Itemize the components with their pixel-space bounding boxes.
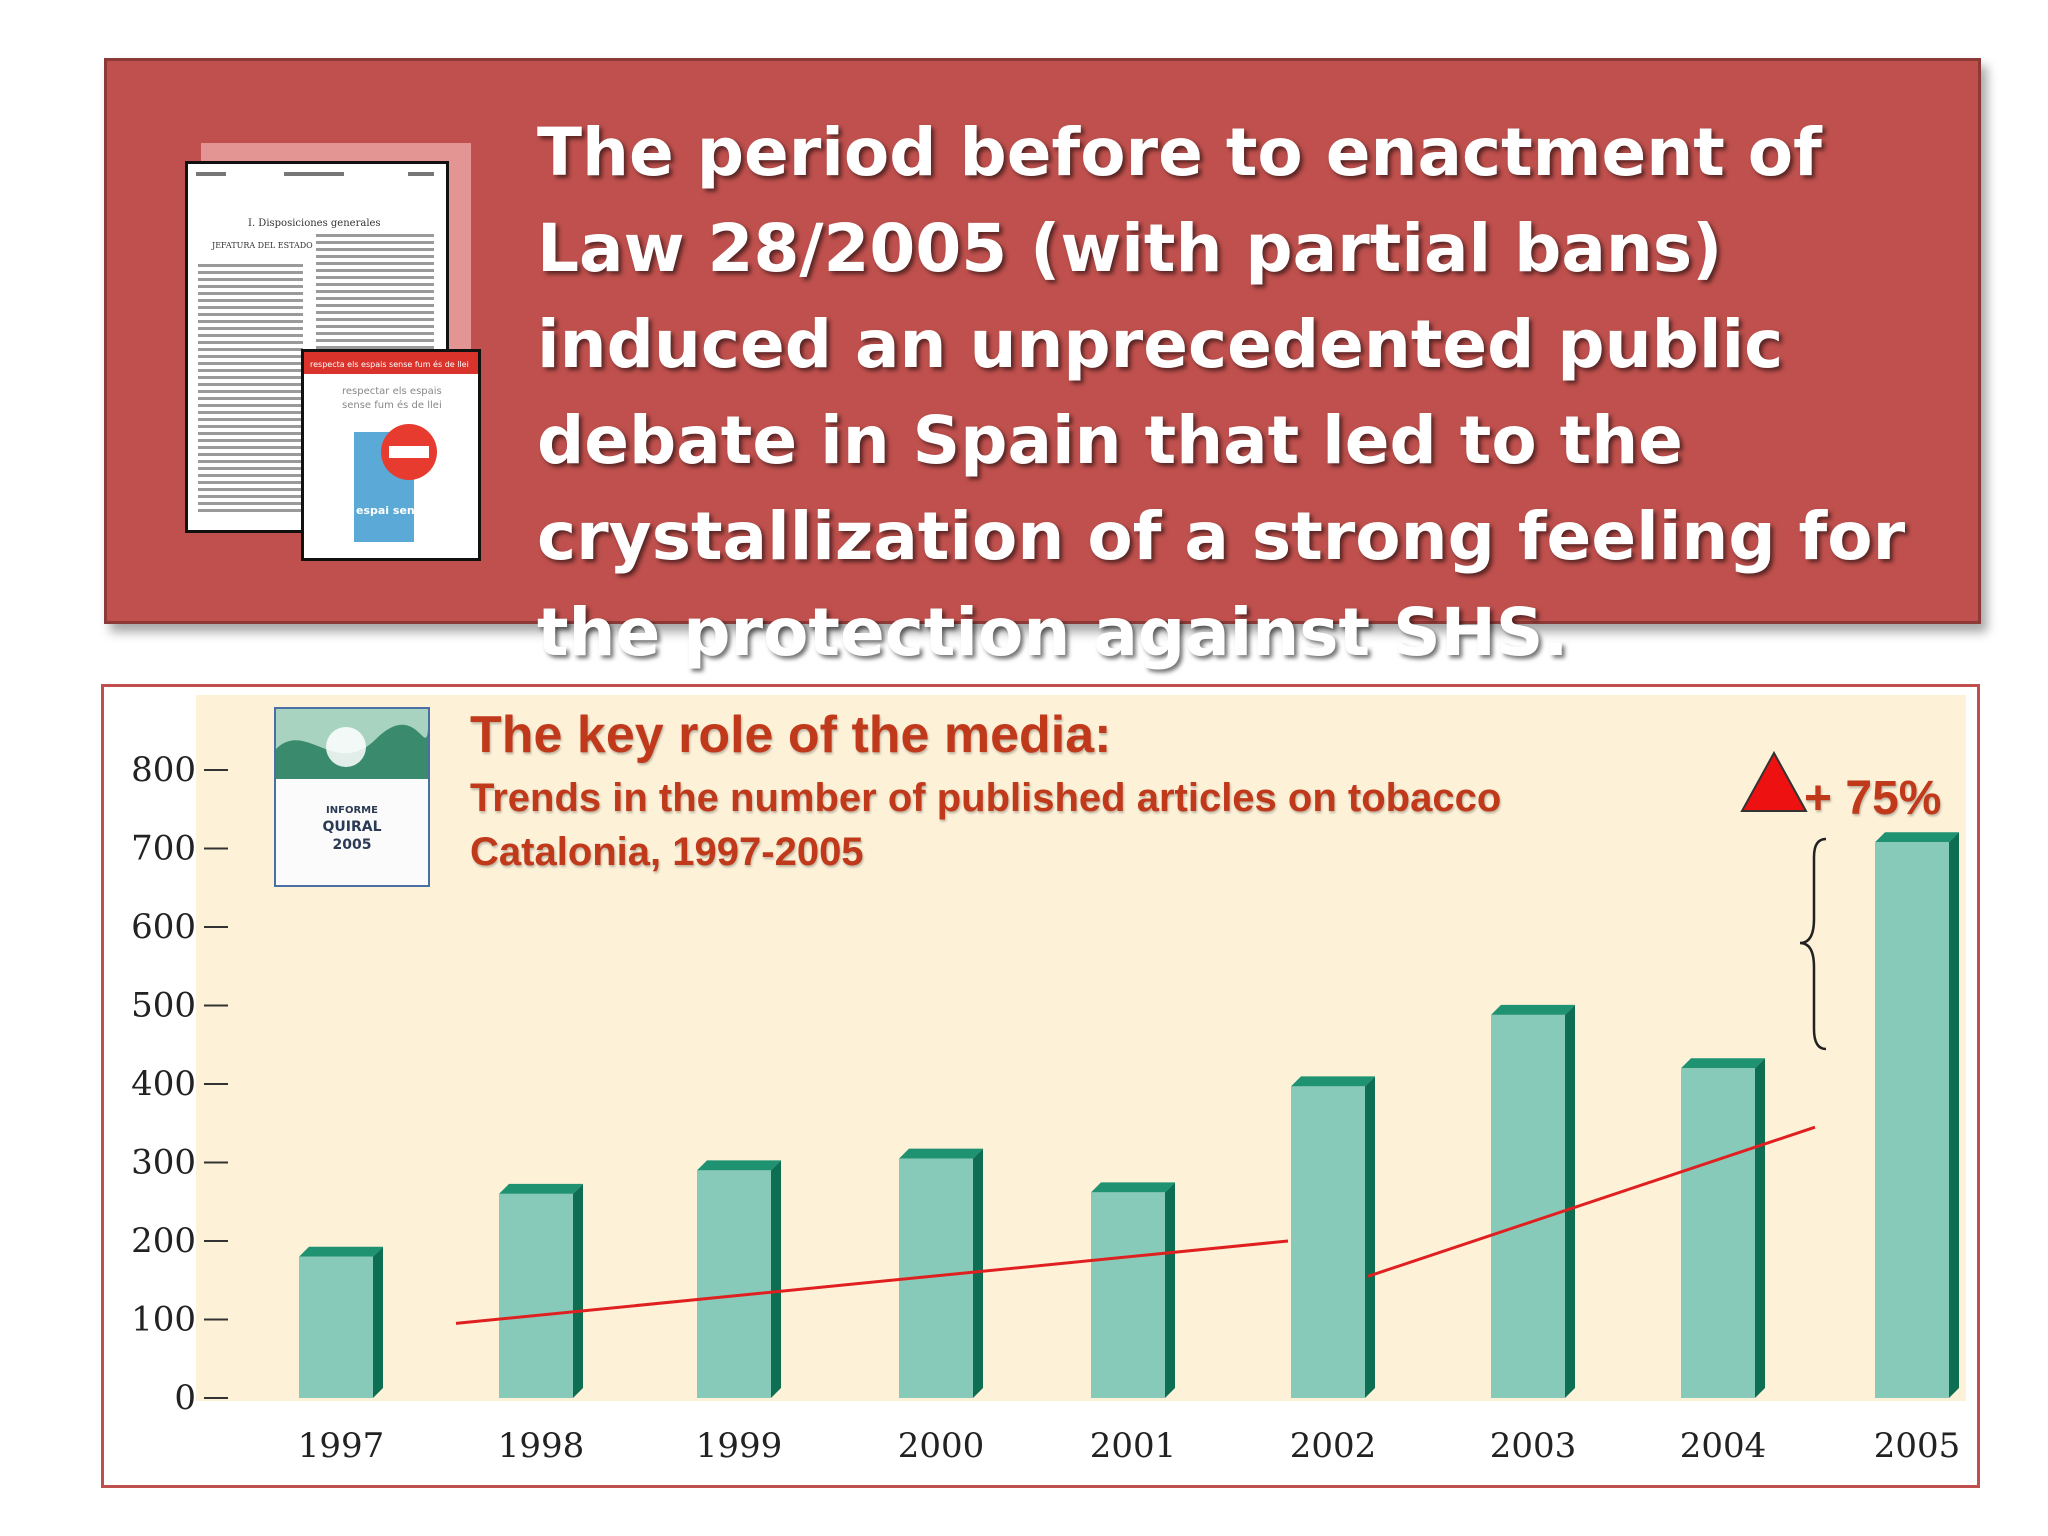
bar-top xyxy=(1091,1182,1175,1193)
x-tick-label: 2004 xyxy=(1680,1426,1767,1466)
x-tick-label: 2002 xyxy=(1290,1426,1377,1466)
cover-line-3: 2005 xyxy=(333,837,372,853)
bar-top xyxy=(499,1183,583,1194)
y-tick-label: 0 xyxy=(174,1378,196,1418)
cover-line-1: INFORME xyxy=(326,805,378,816)
flyer-brand: espai sense fum xyxy=(356,504,457,517)
x-tick-label: 2005 xyxy=(1874,1426,1961,1466)
informe-quiral-cover: INFORME QUIRAL 2005 xyxy=(274,707,430,887)
bar-side xyxy=(373,1246,383,1398)
bar-side xyxy=(771,1160,781,1398)
x-tick-label: 1997 xyxy=(298,1426,385,1466)
bar xyxy=(1291,1086,1365,1398)
y-tick-label: 200 xyxy=(131,1221,196,1261)
plot-background xyxy=(196,695,1966,1401)
bar-side xyxy=(1565,1004,1575,1398)
trend-line xyxy=(1367,1125,1816,1278)
x-tick-label: 2001 xyxy=(1090,1426,1177,1466)
x-tick-label: 2003 xyxy=(1490,1426,1577,1466)
chart-title: The key role of the media: xyxy=(470,706,1112,764)
bar xyxy=(697,1170,771,1398)
bar-top xyxy=(299,1246,383,1257)
bar-side xyxy=(1165,1182,1175,1398)
flyer-line-1: respectar els espais xyxy=(342,386,442,397)
increase-label: + 75% xyxy=(1804,772,1942,825)
increase-triangle-icon xyxy=(1740,750,1808,812)
intro-banner: I. Disposiciones generales JEFATURA DEL … xyxy=(104,58,1981,671)
bar-top xyxy=(1681,1058,1765,1069)
chart-subtitle: Trends in the number of published articl… xyxy=(470,776,1502,874)
bar-side xyxy=(1755,1058,1765,1398)
bar xyxy=(1875,842,1949,1398)
y-tick-label: 400 xyxy=(131,1064,196,1104)
bar-side xyxy=(1365,1076,1375,1398)
y-tick-label: 300 xyxy=(131,1143,196,1183)
y-tick-label: 100 xyxy=(131,1300,196,1340)
bar xyxy=(1491,1014,1565,1398)
y-tick-label: 600 xyxy=(131,907,196,947)
trend-line xyxy=(455,1239,1289,1325)
bar-top xyxy=(1875,832,1959,843)
smoke-free-flyer: respecta els espais sense fum és de llei… xyxy=(301,349,481,561)
cover-line-2: QUIRAL xyxy=(322,819,381,835)
x-tick-label: 1998 xyxy=(498,1426,585,1466)
bar-top xyxy=(1291,1076,1375,1087)
bar-side xyxy=(1949,832,1959,1398)
y-tick-label: 800 xyxy=(131,750,196,790)
bar-top xyxy=(899,1148,983,1159)
bar-chart: 0 100 200 300 400 500 600 700 800 1997 1998 1999 200… xyxy=(131,695,1966,1466)
doc-heading: I. Disposiciones generales xyxy=(248,218,381,229)
law-document-image: I. Disposiciones generales JEFATURA DEL … xyxy=(185,161,449,538)
banner-headline: The period before to enactment of Law 28… xyxy=(537,114,1906,671)
x-tick-label: 1999 xyxy=(696,1426,783,1466)
bar-top xyxy=(697,1160,781,1171)
bar xyxy=(1681,1068,1755,1398)
x-tick-label: 2000 xyxy=(898,1426,985,1466)
chart-panel: 0 100 200 300 400 500 600 700 800 1997 1998 1999 200… xyxy=(101,684,1980,1488)
y-tick-label: 500 xyxy=(131,986,196,1026)
increase-brace xyxy=(1799,837,1827,1051)
y-tick-label: 700 xyxy=(131,829,196,869)
flyer-line-2: sense fum és de llei xyxy=(342,399,442,411)
flyer-header: respecta els espais sense fum és de llei xyxy=(310,359,469,369)
bar-top xyxy=(1491,1004,1575,1015)
bar-side xyxy=(573,1183,583,1398)
bar xyxy=(1091,1192,1165,1398)
doc-section: JEFATURA DEL ESTADO xyxy=(211,241,313,250)
bar xyxy=(299,1256,373,1398)
bar xyxy=(499,1193,573,1398)
bar-side xyxy=(973,1148,983,1398)
